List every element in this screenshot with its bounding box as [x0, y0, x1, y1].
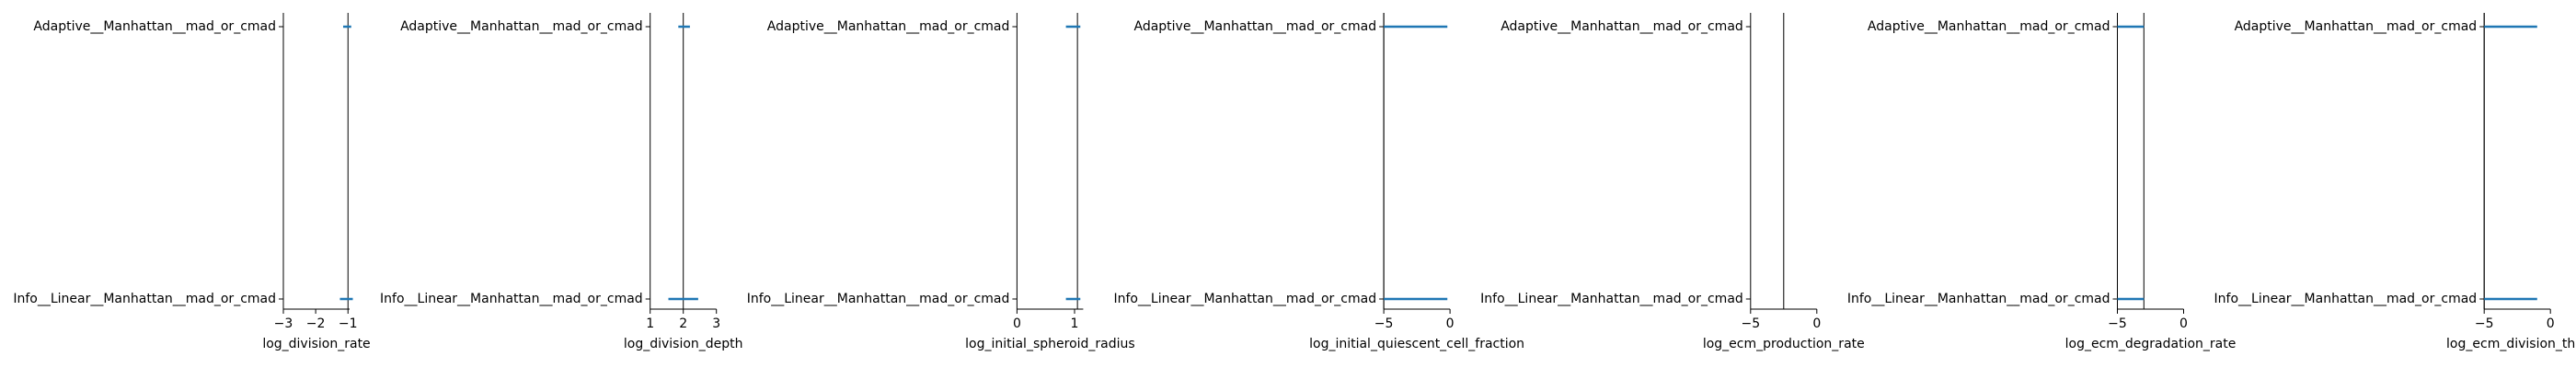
subplot-1: Adaptive__Manhattan__mad_or_cmad Info__Li… — [13, 13, 371, 351]
x-axis-label: log_ecm_division_thre — [2446, 337, 2576, 351]
x-tick-label: −5 — [2108, 316, 2127, 331]
x-axis-label: log_initial_spheroid_radius — [965, 337, 1135, 351]
x-axis-label: log_initial_quiescent_cell_fraction — [1309, 337, 1524, 351]
x-tick-label: −5 — [1374, 316, 1394, 331]
x-tick-label: 1 — [1071, 316, 1079, 331]
x-axis-label: log_division_depth — [624, 337, 743, 351]
y-tick-label: Info__Linear__Manhattan__mad_or_cmad — [1480, 292, 1743, 306]
y-tick-label: Info__Linear__Manhattan__mad_or_cmad — [13, 292, 276, 306]
y-tick-label: Adaptive__Manhattan__mad_or_cmad — [2235, 19, 2478, 34]
subplot-5: Adaptive__Manhattan__mad_or_cmad Info__Li… — [1480, 13, 1865, 351]
x-tick-label: 0 — [2547, 316, 2555, 331]
x-tick-label: 0 — [2179, 316, 2188, 331]
x-tick-label: 3 — [712, 316, 720, 331]
x-tick-label: −3 — [274, 316, 293, 331]
subplot-4: Adaptive__Manhattan__mad_or_cmad Info__Li… — [1113, 13, 1524, 351]
x-axis-label: log_division_rate — [262, 337, 370, 351]
y-tick-label: Info__Linear__Manhattan__mad_or_cmad — [380, 292, 643, 306]
x-tick-label: −2 — [306, 316, 326, 331]
subplot-7: Adaptive__Manhattan__mad_or_cmad Info__Li… — [2214, 13, 2576, 351]
y-tick-label: Adaptive__Manhattan__mad_or_cmad — [33, 19, 276, 34]
y-tick-label: Info__Linear__Manhattan__mad_or_cmad — [1847, 292, 2110, 306]
x-tick-label: 0 — [1446, 316, 1455, 331]
x-axis-label: log_ecm_degradation_rate — [2065, 337, 2237, 351]
y-tick-label: Adaptive__Manhattan__mad_or_cmad — [1501, 19, 1743, 34]
subplot-6: Adaptive__Manhattan__mad_or_cmad Info__Li… — [1847, 13, 2237, 351]
y-tick-label: Info__Linear__Manhattan__mad_or_cmad — [747, 292, 1010, 306]
y-tick-label: Adaptive__Manhattan__mad_or_cmad — [400, 19, 643, 34]
y-tick-label: Info__Linear__Manhattan__mad_or_cmad — [2214, 292, 2478, 306]
x-axis-label: log_ecm_production_rate — [1703, 337, 1865, 351]
x-tick-label: −1 — [339, 316, 358, 331]
x-tick-label: 0 — [1812, 316, 1821, 331]
x-tick-label: 1 — [646, 316, 654, 331]
x-tick-label: −5 — [1741, 316, 1760, 331]
y-tick-label: Info__Linear__Manhattan__mad_or_cmad — [1113, 292, 1376, 306]
y-tick-label: Adaptive__Manhattan__mad_or_cmad — [1133, 19, 1376, 34]
x-tick-label: −5 — [2475, 316, 2494, 331]
y-tick-label: Adaptive__Manhattan__mad_or_cmad — [1868, 19, 2110, 34]
y-tick-label: Adaptive__Manhattan__mad_or_cmad — [767, 19, 1010, 34]
x-tick-label: 2 — [679, 316, 687, 331]
subplot-2: Adaptive__Manhattan__mad_or_cmad Info__Li… — [380, 13, 743, 351]
subplot-3: Adaptive__Manhattan__mad_or_cmad Info__Li… — [747, 13, 1135, 351]
x-tick-label: 0 — [1013, 316, 1021, 331]
